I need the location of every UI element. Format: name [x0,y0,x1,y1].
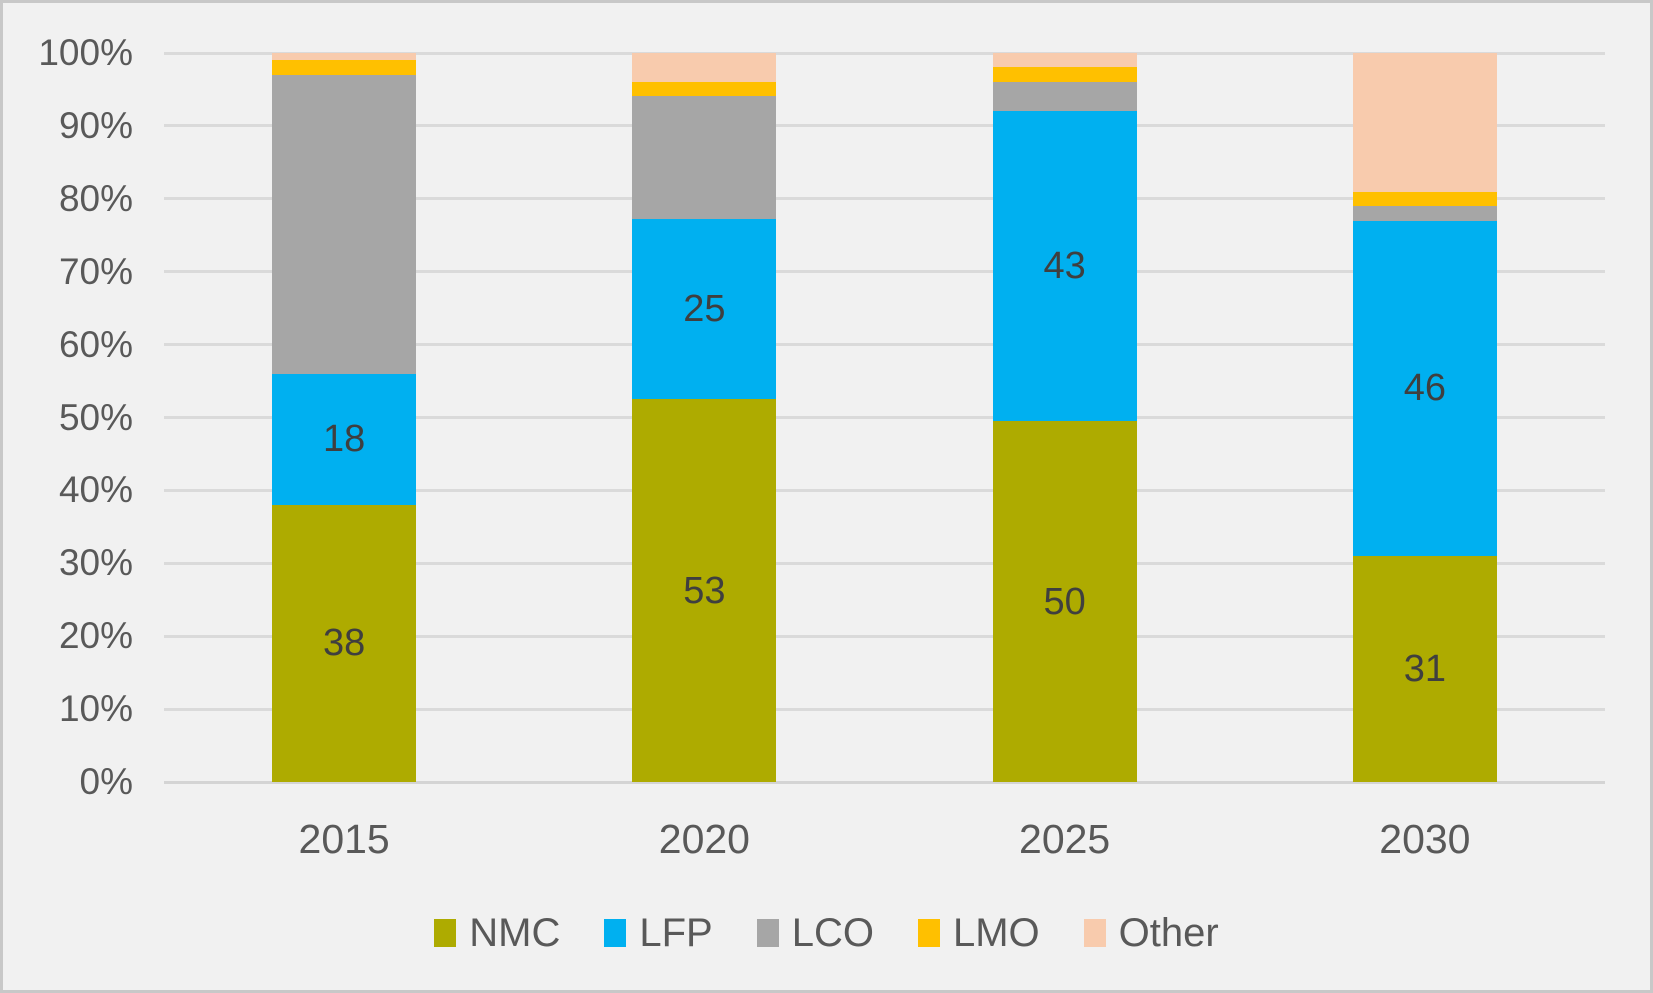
y-tick-label: 10% [58,688,133,730]
bar-segment-nmc-2030[interactable] [1352,556,1497,782]
x-tick-label-2015: 2015 [298,816,390,862]
bar-segment-lco-2025[interactable] [992,81,1137,111]
bar-segment-nmc-2025[interactable] [992,421,1137,782]
gridline [164,561,1605,565]
y-tick-label: 80% [58,177,133,219]
legend-label-nmc: NMC [469,911,561,955]
y-tick-label: 20% [58,615,133,657]
legend-item-other[interactable]: Other [1083,909,1219,957]
legend-item-nmc[interactable]: NMC [434,909,560,957]
gridline [164,51,1605,55]
bar-segment-lmo-2030[interactable] [1352,191,1497,207]
y-tick-label: 40% [58,469,133,511]
bar-segment-lfp-2015[interactable] [272,373,417,505]
data-label-nmc-2020: 53 [683,569,726,612]
legend-swatch-nmc [434,919,457,947]
bar-segment-lmo-2025[interactable] [992,67,1137,82]
data-label-nmc-2015: 38 [322,622,366,665]
gridline [164,634,1605,638]
bar-segment-lco-2030[interactable] [1352,206,1497,221]
data-label-nmc-2025: 50 [1043,580,1086,623]
y-tick-label: 30% [58,542,133,584]
legend-label-lmo: LMO [952,911,1040,955]
gridline [164,488,1605,492]
legend-swatch-lfp [604,919,627,947]
bar-segment-lco-2015[interactable] [272,74,417,374]
bar-segment-lfp-2030[interactable] [1352,220,1497,556]
data-label-lfp-2015: 18 [322,418,366,461]
data-label-lfp-2025: 43 [1043,244,1086,287]
legend-label-lfp: LFP [639,911,713,955]
y-tick-label: 90% [58,104,133,146]
bar-segment-nmc-2020[interactable] [632,399,777,782]
x-tick-label-2030: 2030 [1379,816,1471,862]
gridline [164,343,1605,347]
legend-swatch-other [1083,919,1106,947]
gridline [164,707,1605,711]
gridline [164,197,1605,201]
bar-segment-lco-2020[interactable] [632,96,777,219]
data-label-lfp-2020: 25 [683,288,726,331]
legend-item-lmo[interactable]: LMO [917,909,1040,957]
x-tick-label-2020: 2020 [658,816,750,862]
bar-segment-lmo-2020[interactable] [632,81,777,97]
legend-swatch-lmo [917,919,940,947]
bar-segment-lfp-2025[interactable] [992,110,1137,422]
gridline [164,124,1605,128]
gridline [164,416,1605,419]
bar-segment-other-2030[interactable] [1352,53,1497,192]
legend-label-other: Other [1118,911,1219,955]
bar-segment-other-2015[interactable] [272,53,417,61]
data-label-nmc-2030: 31 [1403,648,1447,690]
data-label-lfp-2030: 46 [1403,367,1447,410]
legend-swatch-lco [756,919,779,947]
y-tick-label: 100% [38,32,133,73]
bar-segment-other-2025[interactable] [992,53,1137,68]
gridline [164,270,1605,274]
x-tick-label-2025: 2025 [1019,816,1111,862]
x-axis-line [164,780,1605,784]
bar-segment-lfp-2020[interactable] [632,219,777,400]
legend-label-lco: LCO [791,911,874,955]
y-tick-label: 0% [79,761,133,802]
bar-segment-nmc-2015[interactable] [272,504,417,782]
legend: NMC LFP LCO LMO Other [3,901,1650,965]
bar-segment-other-2020[interactable] [632,53,777,82]
legend-item-lfp[interactable]: LFP [604,909,713,957]
bar-segment-lmo-2015[interactable] [272,60,417,75]
y-tick-label: 50% [58,396,133,438]
legend-item-lco[interactable]: LCO [756,909,874,957]
y-tick-label: 60% [58,323,133,365]
y-tick-label: 70% [58,250,133,292]
